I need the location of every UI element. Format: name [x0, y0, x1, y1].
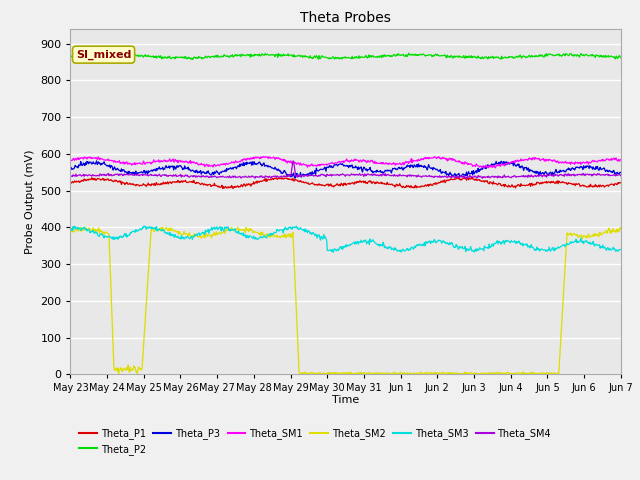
Theta_P2 [542, 53, 550, 59]
Theta_P2 [67, 53, 74, 59]
Theta_P2 [189, 57, 196, 62]
Theta_P3 [419, 163, 426, 169]
Theta_P1 [460, 174, 468, 180]
Theta_SM4 [542, 173, 550, 179]
Line: Theta_SM1: Theta_SM1 [70, 156, 621, 168]
Theta_SM4 [289, 158, 297, 164]
Theta_P1 [100, 178, 108, 183]
Theta_SM1 [542, 158, 550, 164]
Theta_P3 [388, 170, 396, 176]
Theta_SM2 [401, 372, 409, 377]
Legend: Theta_P1, Theta_P2, Theta_P3, Theta_SM1, Theta_SM2, Theta_SM3, Theta_SM4: Theta_P1, Theta_P2, Theta_P3, Theta_SM1,… [76, 424, 555, 459]
Theta_P3 [291, 175, 299, 181]
Title: Theta Probes: Theta Probes [300, 11, 391, 25]
Theta_P1 [67, 180, 74, 186]
Theta_P1 [542, 180, 550, 186]
Theta_SM1 [259, 154, 267, 159]
Y-axis label: Probe Output (mV): Probe Output (mV) [25, 149, 35, 254]
Line: Theta_SM4: Theta_SM4 [70, 161, 621, 179]
Theta_P2 [387, 54, 395, 60]
Line: Theta_P2: Theta_P2 [70, 53, 621, 60]
Line: Theta_SM2: Theta_SM2 [70, 228, 621, 375]
Theta_SM2 [163, 225, 170, 230]
Theta_SM3 [67, 225, 74, 231]
Theta_P2 [617, 55, 625, 60]
Theta_P2 [404, 50, 412, 56]
Theta_SM2 [404, 372, 412, 378]
Theta_SM1 [617, 157, 625, 163]
Theta_SM2 [419, 370, 426, 376]
Theta_P1 [387, 182, 395, 188]
Theta_SM2 [617, 226, 625, 232]
Line: Theta_SM3: Theta_SM3 [70, 226, 621, 252]
Theta_SM1 [485, 163, 493, 168]
Theta_SM1 [418, 157, 426, 163]
Theta_SM3 [140, 223, 148, 229]
Theta_P3 [67, 167, 74, 172]
Theta_P3 [93, 158, 100, 164]
Theta_SM3 [485, 241, 493, 247]
Theta_P3 [402, 164, 410, 170]
Theta_P1 [229, 186, 237, 192]
Theta_SM3 [418, 242, 426, 248]
Theta_SM2 [67, 228, 74, 234]
Theta_SM4 [67, 173, 74, 179]
Theta_P3 [542, 169, 550, 175]
Theta_SM3 [100, 235, 108, 240]
Theta_SM4 [463, 176, 470, 181]
Theta_SM1 [100, 157, 108, 163]
Theta_P1 [418, 183, 426, 189]
Theta_SM1 [67, 158, 74, 164]
Theta_SM3 [542, 248, 550, 254]
Theta_P1 [485, 181, 493, 187]
Theta_P2 [419, 51, 426, 57]
Theta_SM3 [617, 247, 625, 252]
Theta_P1 [617, 180, 625, 186]
Theta_P1 [401, 184, 409, 190]
Theta_P2 [401, 54, 409, 60]
X-axis label: Time: Time [332, 395, 359, 405]
Theta_P2 [100, 52, 108, 58]
Theta_P3 [617, 169, 625, 175]
Theta_SM3 [401, 248, 409, 254]
Theta_SM4 [387, 172, 395, 178]
Theta_SM2 [100, 232, 108, 238]
Theta_SM1 [387, 161, 395, 167]
Theta_SM2 [485, 370, 493, 376]
Theta_SM1 [401, 160, 409, 166]
Theta_SM4 [401, 173, 409, 179]
Theta_SM4 [418, 174, 426, 180]
Theta_SM3 [387, 244, 395, 250]
Theta_P2 [485, 55, 493, 61]
Theta_P3 [101, 161, 109, 167]
Line: Theta_P1: Theta_P1 [70, 177, 621, 189]
Theta_SM1 [480, 165, 488, 171]
Text: SI_mixed: SI_mixed [76, 49, 131, 60]
Theta_SM2 [542, 371, 550, 377]
Theta_SM2 [387, 371, 395, 376]
Theta_SM4 [100, 172, 108, 178]
Theta_SM4 [617, 173, 625, 179]
Line: Theta_P3: Theta_P3 [70, 161, 621, 178]
Theta_P3 [485, 163, 493, 169]
Theta_SM4 [485, 174, 493, 180]
Theta_SM3 [470, 249, 478, 255]
